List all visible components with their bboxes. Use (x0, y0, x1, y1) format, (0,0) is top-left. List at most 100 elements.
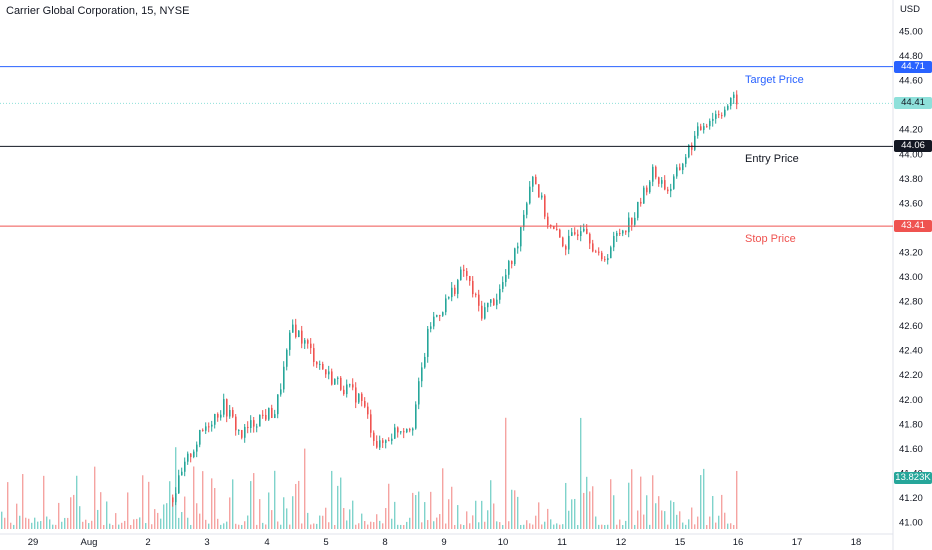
volume-bar (172, 501, 174, 529)
volume-bar (307, 512, 309, 529)
volume-bar (598, 524, 600, 529)
candle-body (427, 328, 429, 357)
candle-body (451, 287, 453, 298)
candle-body (448, 297, 450, 299)
volume-bar (79, 506, 81, 529)
volume-bar (715, 522, 717, 529)
volume-bar (157, 512, 159, 529)
candle-body (325, 369, 327, 375)
volume-bar (445, 523, 447, 529)
volume-bar (346, 520, 348, 529)
y-tick-label: 44.20 (899, 125, 923, 136)
candle-body (589, 233, 591, 244)
volume-bar (442, 468, 444, 529)
volume-bar (73, 494, 75, 529)
candle-body (268, 407, 270, 420)
volume-bar (634, 524, 636, 529)
price-axis[interactable]: 45.0044.8044.6044.4044.2044.0043.8043.60… (899, 27, 923, 529)
candle-body (478, 294, 480, 306)
volume-bar (322, 515, 324, 529)
candle-body (472, 280, 474, 295)
volume-bar (289, 524, 291, 529)
volume-bar (16, 503, 18, 529)
candle-body (583, 228, 585, 232)
candle-body (691, 145, 693, 150)
volume-bar (637, 510, 639, 529)
candle-body (346, 384, 348, 395)
candle-body (652, 166, 654, 182)
candle-body (196, 444, 198, 452)
volume-bar (91, 520, 93, 529)
volume-bar (127, 492, 129, 529)
candle-body (193, 451, 195, 457)
volume-bar (37, 521, 39, 529)
volume-bar (22, 474, 24, 529)
volume-bar (559, 524, 561, 529)
candle-body (358, 393, 360, 403)
volume-bar (517, 496, 519, 529)
volume-bar (82, 521, 84, 529)
volume-bar (295, 483, 297, 529)
volume-bar (181, 512, 183, 529)
volume-bar (418, 491, 420, 529)
volume-bar (283, 497, 285, 529)
volume-bar (85, 519, 87, 529)
volume-bar (481, 500, 483, 529)
candle-body (271, 407, 273, 418)
volume-bar (220, 524, 222, 529)
candle-body (226, 399, 228, 417)
volume-bar (613, 495, 615, 529)
volume-bar (130, 525, 132, 529)
candle-body (712, 118, 714, 121)
volume-bar (415, 495, 417, 529)
candle-body (421, 367, 423, 382)
candle-body (619, 233, 621, 235)
candle-body (580, 231, 582, 237)
candle-body (574, 232, 576, 235)
candle-body (307, 340, 309, 344)
volume-bar (691, 507, 693, 529)
candle-body (406, 429, 408, 433)
volume-bar (58, 502, 60, 529)
candle-body (637, 201, 639, 218)
volume-bar (1, 511, 3, 529)
volume-bar (148, 481, 150, 529)
volume-bar (7, 482, 9, 529)
volume-bar (67, 517, 69, 529)
candle-body (571, 232, 573, 236)
candle-body (238, 430, 240, 432)
candle-body (274, 414, 276, 418)
candle-body (694, 135, 696, 150)
candle-body (733, 94, 735, 98)
candle-body (385, 440, 387, 443)
volume-bar (202, 471, 204, 529)
candle-body (463, 269, 465, 271)
volume-bar (340, 477, 342, 529)
volume-bar (733, 524, 735, 529)
time-axis[interactable]: 29 Aug 2 3 4 5 8 9 10 11 12 15 16 17 18 (28, 537, 862, 548)
volume-bar (586, 476, 588, 529)
y-tick-label: 42.60 (899, 321, 923, 332)
volume-bar (433, 521, 435, 529)
volume-bar (697, 516, 699, 529)
volume-bar (736, 470, 738, 529)
y-tick-label: 45.00 (899, 27, 923, 38)
volume-bar (262, 522, 264, 529)
volume-bar (565, 482, 567, 529)
volume-bar (145, 523, 147, 529)
volume-bar (520, 524, 522, 529)
volume-badge: 13.823K (894, 472, 932, 484)
entry-price-label: Entry Price (745, 153, 799, 166)
candle-body (400, 431, 402, 433)
volume-bar (472, 515, 474, 529)
candle-body (634, 217, 636, 225)
y-tick-label: 44.00 (899, 149, 923, 160)
volume-bar (685, 524, 687, 529)
candle-body (613, 236, 615, 248)
candle-body (319, 363, 321, 365)
candle-body (607, 258, 609, 261)
candle-body (646, 187, 648, 193)
candle-body (313, 348, 315, 362)
volume-bar (274, 470, 276, 529)
